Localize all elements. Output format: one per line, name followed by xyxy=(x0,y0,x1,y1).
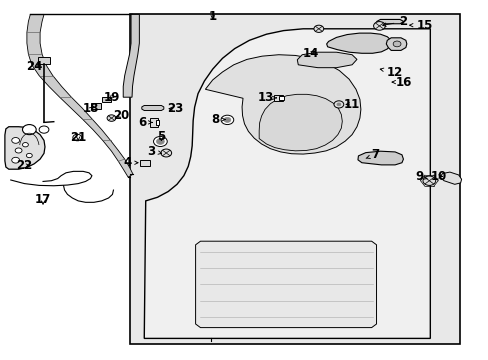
Circle shape xyxy=(39,126,49,133)
Text: 24: 24 xyxy=(26,60,42,73)
Bar xyxy=(140,160,150,166)
Polygon shape xyxy=(123,14,139,97)
Bar xyxy=(91,103,101,109)
Text: 16: 16 xyxy=(391,76,411,89)
Circle shape xyxy=(22,143,28,147)
Polygon shape xyxy=(142,105,163,111)
Bar xyxy=(274,95,283,101)
Text: 14: 14 xyxy=(302,47,319,60)
Circle shape xyxy=(156,139,164,144)
Text: 7: 7 xyxy=(366,148,379,161)
Text: 6: 6 xyxy=(139,116,152,129)
Polygon shape xyxy=(376,19,403,24)
Polygon shape xyxy=(357,151,403,165)
Circle shape xyxy=(22,125,36,135)
Circle shape xyxy=(336,103,340,106)
Text: 20: 20 xyxy=(113,109,129,122)
Text: 4: 4 xyxy=(123,156,138,169)
Polygon shape xyxy=(205,55,360,154)
Text: 10: 10 xyxy=(430,170,447,183)
Circle shape xyxy=(313,25,323,32)
Text: 9: 9 xyxy=(415,170,426,183)
Circle shape xyxy=(73,134,81,141)
Circle shape xyxy=(12,138,20,143)
Polygon shape xyxy=(386,38,406,50)
Text: 15: 15 xyxy=(409,19,432,32)
Text: 13: 13 xyxy=(257,91,276,104)
Bar xyxy=(155,120,159,125)
Text: 22: 22 xyxy=(16,159,33,172)
Text: 23: 23 xyxy=(166,102,183,115)
Polygon shape xyxy=(439,172,461,184)
Circle shape xyxy=(26,153,32,158)
Text: 21: 21 xyxy=(70,131,86,144)
Text: 2: 2 xyxy=(382,15,407,28)
Circle shape xyxy=(15,148,22,153)
Polygon shape xyxy=(5,127,45,169)
Bar xyxy=(150,118,158,127)
Circle shape xyxy=(422,176,435,185)
Polygon shape xyxy=(129,14,459,344)
Circle shape xyxy=(12,157,20,163)
Circle shape xyxy=(392,41,400,47)
Text: 19: 19 xyxy=(103,91,120,104)
Polygon shape xyxy=(27,14,133,177)
Text: 1: 1 xyxy=(208,10,216,23)
Text: 3: 3 xyxy=(147,145,162,158)
Polygon shape xyxy=(326,33,390,53)
Polygon shape xyxy=(297,52,356,68)
Polygon shape xyxy=(195,241,376,328)
Circle shape xyxy=(373,22,385,30)
Polygon shape xyxy=(259,94,342,151)
Bar xyxy=(278,96,283,100)
Bar xyxy=(38,57,50,64)
Circle shape xyxy=(161,149,171,157)
Circle shape xyxy=(107,115,116,121)
Text: 12: 12 xyxy=(380,66,403,78)
Circle shape xyxy=(221,115,233,125)
Polygon shape xyxy=(144,29,429,338)
Text: 11: 11 xyxy=(343,98,360,111)
Text: 8: 8 xyxy=(211,113,224,126)
Text: 18: 18 xyxy=(82,102,99,115)
Text: 5: 5 xyxy=(157,130,165,143)
Text: 17: 17 xyxy=(35,193,51,206)
Circle shape xyxy=(153,136,167,147)
Circle shape xyxy=(333,101,343,108)
Bar xyxy=(102,97,111,102)
Circle shape xyxy=(224,117,230,122)
